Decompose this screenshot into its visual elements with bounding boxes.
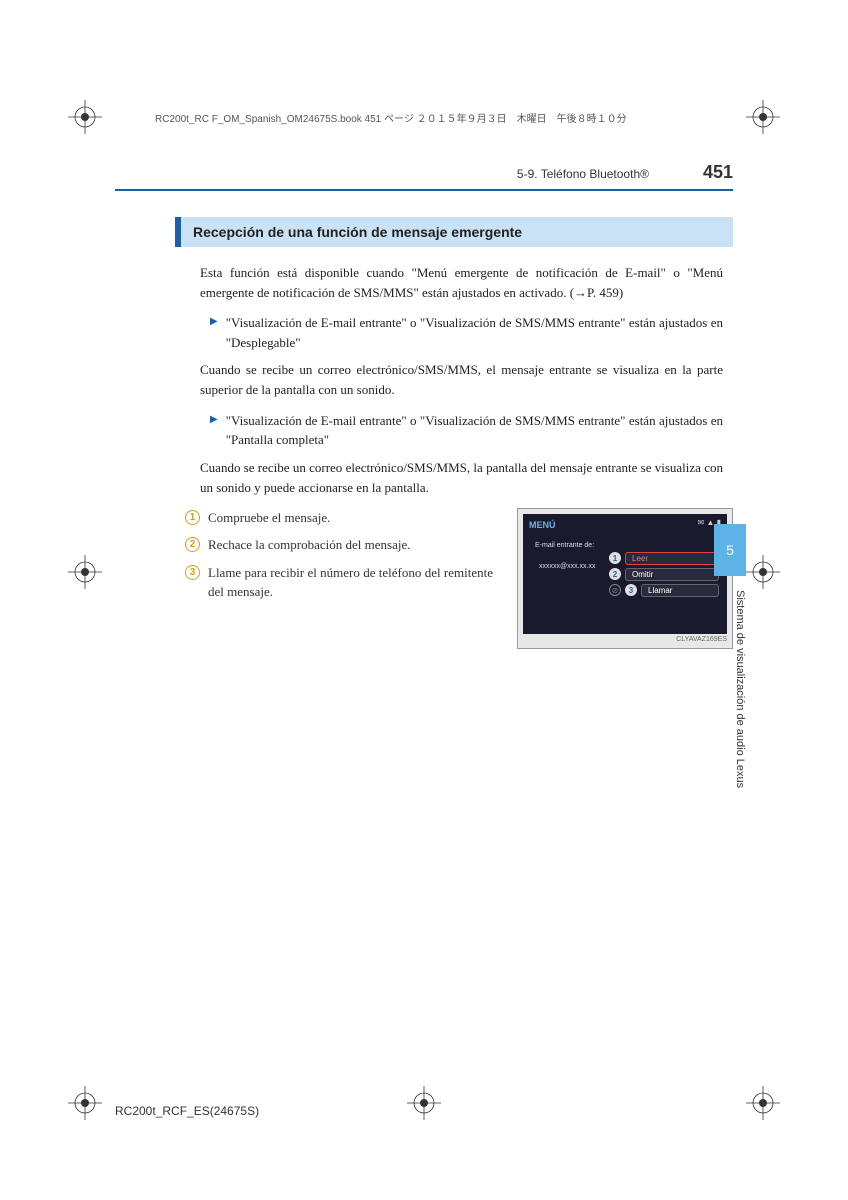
prohibit-icon: ⊘ — [609, 584, 621, 596]
callout-number-icon: 1 — [609, 552, 621, 564]
crop-mark-icon — [68, 100, 102, 134]
button-label: Leer — [625, 552, 719, 565]
section-label: 5-9. Teléfono Bluetooth® — [517, 167, 649, 181]
metadata-line: RC200t_RC F_OM_Spanish_OM24675S.book 451… — [155, 110, 627, 125]
screen-inner: MENÚ ✉ ▲ ▮ E-mail entrante de: xxxxxx@xx… — [523, 514, 727, 634]
step-number-icon: 2 — [185, 537, 200, 552]
crop-mark-icon — [68, 1086, 102, 1120]
steps-area: 1 Compruebe el mensaje. 2 Rechace la com… — [185, 508, 733, 649]
screen-figure: MENÚ ✉ ▲ ▮ E-mail entrante de: xxxxxx@xx… — [517, 508, 733, 649]
step-item: 2 Rechace la comprobación del mensaje. — [185, 535, 493, 555]
page-number: 451 — [703, 162, 733, 182]
email-from-label: E-mail entrante de: — [535, 542, 721, 549]
screen-button-skip: 2 Omitir — [609, 568, 719, 581]
callout-number-icon: 2 — [609, 568, 621, 580]
para: Cuando se recibe un correo electrónico/S… — [200, 458, 723, 498]
screen-button-read: 1 Leer — [609, 552, 719, 565]
bullet-text: "Visualización de E-mail entrante" o "Vi… — [226, 313, 723, 352]
triangle-icon: ▶ — [210, 316, 218, 352]
callout-number-icon: 3 — [625, 584, 637, 596]
triangle-icon: ▶ — [210, 414, 218, 450]
step-text: Llame para recibir el número de teléfono… — [208, 563, 493, 602]
bullet-item: ▶ "Visualización de E-mail entrante" o "… — [210, 411, 723, 450]
intro-para: Esta función está disponible cuando "Men… — [200, 263, 723, 303]
chapter-tab: 5 — [714, 524, 746, 576]
footer-code: RC200t_RCF_ES(24675S) — [115, 1104, 259, 1118]
crop-mark-icon — [68, 555, 102, 589]
step-text: Compruebe el mensaje. — [208, 508, 330, 528]
screen-button-call: ⊘ 3 Llamar — [609, 584, 719, 597]
button-label: Llamar — [641, 584, 719, 597]
screen-buttons: 1 Leer 2 Omitir ⊘ 3 Llamar — [609, 552, 719, 600]
step-number-icon: 3 — [185, 565, 200, 580]
crop-mark-icon — [746, 100, 780, 134]
body-text: Esta función está disponible cuando "Men… — [200, 263, 723, 498]
bullet-item: ▶ "Visualización de E-mail entrante" o "… — [210, 313, 723, 352]
chapter-label: Sistema de visualización de audio Lexus — [714, 590, 746, 820]
step-item: 1 Compruebe el mensaje. — [185, 508, 493, 528]
steps-column: 1 Compruebe el mensaje. 2 Rechace la com… — [185, 508, 501, 649]
step-item: 3 Llame para recibir el número de teléfo… — [185, 563, 493, 602]
crop-mark-icon — [746, 1086, 780, 1120]
bullet-text: "Visualización de E-mail entrante" o "Vi… — [226, 411, 723, 450]
step-text: Rechace la comprobación del mensaje. — [208, 535, 411, 555]
step-number-icon: 1 — [185, 510, 200, 525]
page-content: RC200t_RC F_OM_Spanish_OM24675S.book 451… — [115, 130, 733, 1130]
section-title: Recepción de una función de mensaje emer… — [175, 217, 733, 247]
button-label: Omitir — [625, 568, 719, 581]
page-header: 5-9. Teléfono Bluetooth® 451 — [115, 162, 733, 191]
figure-code: CLYAVAZ169ES — [523, 636, 727, 643]
menu-header: MENÚ — [529, 520, 721, 530]
crop-mark-icon — [746, 555, 780, 589]
para: Cuando se recibe un correo electrónico/S… — [200, 360, 723, 400]
